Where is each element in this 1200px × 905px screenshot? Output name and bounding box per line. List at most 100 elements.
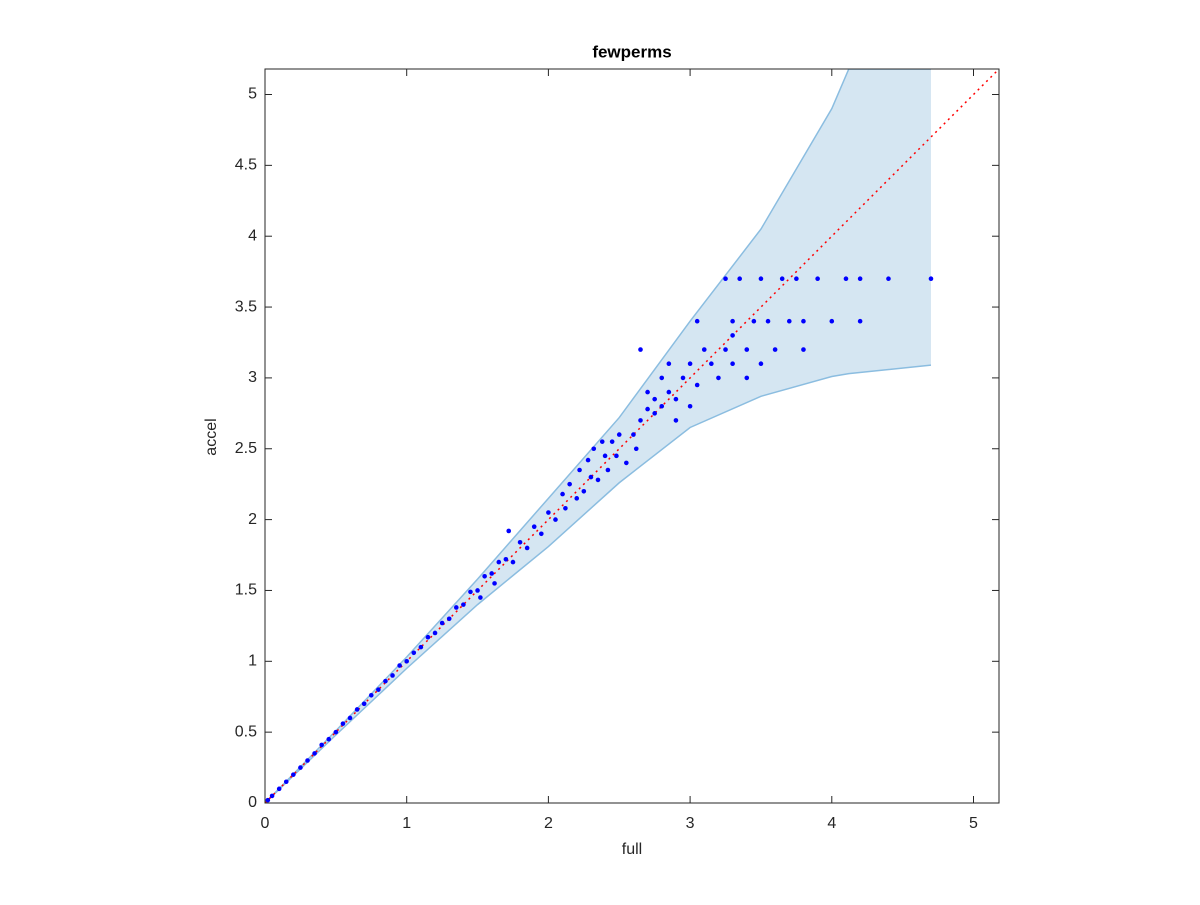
data-point — [616, 432, 622, 437]
y-tick-label: 0.5 — [235, 723, 257, 740]
reference-line — [265, 69, 999, 803]
data-point — [737, 276, 742, 282]
data-point — [599, 439, 605, 444]
data-point — [794, 276, 799, 282]
plot-area — [265, 69, 999, 803]
band-fill — [265, 69, 931, 803]
data-point — [652, 396, 657, 402]
data-point — [503, 556, 509, 562]
data-point — [489, 571, 495, 576]
data-point — [602, 453, 608, 459]
x-tick-label: 3 — [686, 815, 695, 832]
y-tick-label: 5 — [248, 86, 257, 103]
data-point — [478, 595, 483, 600]
y-tick-label: 2 — [248, 511, 257, 528]
data-point — [614, 453, 619, 459]
band-upper-edge — [265, 69, 931, 803]
y-tick-label: 1 — [248, 653, 257, 670]
data-point — [758, 361, 764, 367]
data-point — [730, 318, 735, 324]
data-point — [482, 573, 487, 579]
data-point — [843, 276, 849, 282]
data-point — [716, 375, 721, 381]
data-point — [673, 396, 679, 402]
x-axis-label: full — [622, 841, 642, 858]
data-point — [652, 411, 657, 416]
data-point — [298, 765, 303, 770]
data-point — [492, 581, 497, 586]
y-tick-label: 2.5 — [235, 440, 257, 457]
data-point — [829, 318, 835, 324]
data-point — [694, 382, 700, 388]
data-point — [390, 673, 395, 678]
data-point — [758, 276, 764, 282]
data-point — [730, 333, 735, 338]
data-point — [659, 403, 665, 409]
data-point — [786, 318, 792, 324]
data-point — [524, 545, 530, 551]
data-point — [468, 589, 473, 595]
y-tick-label: 1.5 — [235, 582, 257, 599]
data-point — [354, 707, 360, 712]
data-point — [404, 659, 409, 664]
data-point — [666, 361, 672, 367]
data-point — [772, 347, 778, 352]
data-point — [574, 496, 580, 501]
data-point — [687, 361, 693, 367]
data-point — [595, 477, 601, 483]
x-tick-label: 2 — [544, 815, 553, 832]
y-tick-label: 4 — [248, 227, 257, 244]
data-point — [411, 650, 417, 656]
data-point — [744, 375, 750, 381]
data-point — [517, 539, 523, 545]
x-tick-label: 0 — [261, 815, 270, 832]
data-point — [765, 318, 771, 324]
data-point — [539, 531, 544, 537]
chart-title: fewperms — [592, 42, 671, 61]
data-point — [801, 347, 806, 352]
data-point — [645, 406, 650, 412]
data-point — [751, 318, 757, 324]
data-point — [645, 389, 650, 395]
y-tick-label: 3 — [248, 369, 257, 386]
data-point — [687, 403, 693, 409]
data-point — [591, 446, 597, 452]
data-point — [857, 318, 863, 324]
data-point — [418, 644, 424, 650]
data-point — [265, 797, 271, 803]
x-tick-label: 5 — [969, 815, 978, 832]
data-point — [624, 460, 629, 466]
data-point — [886, 276, 891, 282]
data-point — [340, 721, 346, 726]
data-point — [694, 318, 700, 324]
data-point — [585, 457, 591, 463]
data-point — [633, 446, 639, 452]
data-point — [475, 588, 480, 593]
data-point — [276, 786, 282, 792]
data-point — [546, 510, 551, 515]
data-point — [659, 375, 665, 381]
data-point — [531, 524, 537, 529]
data-point — [928, 276, 934, 282]
data-point — [779, 276, 785, 282]
data-point — [283, 779, 289, 785]
y-tick-label: 3.5 — [235, 298, 257, 315]
data-point — [361, 701, 367, 707]
data-point — [305, 758, 310, 763]
data-point — [709, 361, 714, 367]
data-point — [723, 276, 728, 282]
data-point — [383, 678, 388, 684]
data-point — [510, 559, 516, 565]
data-point — [496, 559, 502, 565]
data-point — [723, 347, 728, 352]
data-point — [425, 634, 431, 640]
band-lower-edge — [265, 364, 932, 803]
x-tick-label: 1 — [402, 815, 411, 832]
y-axis-label: accel — [203, 418, 220, 455]
data-point — [432, 630, 438, 636]
data-point — [461, 602, 466, 607]
data-point — [368, 693, 374, 698]
data-point — [638, 418, 643, 423]
